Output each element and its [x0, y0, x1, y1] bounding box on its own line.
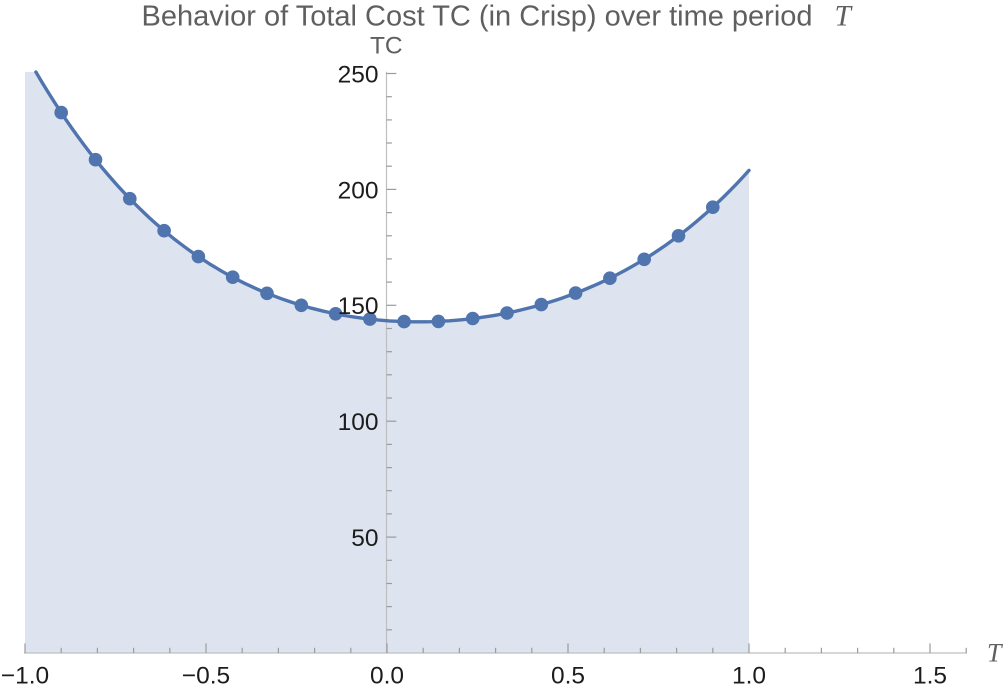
svg-text:150: 150	[338, 293, 379, 320]
svg-text:T: T	[835, 1, 854, 33]
svg-text:1.0: 1.0	[732, 662, 766, 689]
svg-text:50: 50	[351, 525, 378, 552]
svg-text:TC: TC	[370, 33, 403, 60]
svg-text:250: 250	[338, 61, 379, 88]
svg-text:200: 200	[338, 177, 379, 204]
svg-text:−0.5: −0.5	[182, 662, 230, 689]
svg-text:−1.0: −1.0	[1, 662, 49, 689]
svg-text:Behavior of Total Cost TC (in: Behavior of Total Cost TC (in Crisp) ove…	[142, 1, 813, 33]
svg-text:0.0: 0.0	[370, 662, 404, 689]
svg-text:T: T	[987, 639, 1003, 668]
svg-text:0.5: 0.5	[551, 662, 585, 689]
svg-text:100: 100	[338, 409, 379, 436]
svg-text:1.5: 1.5	[913, 662, 947, 689]
